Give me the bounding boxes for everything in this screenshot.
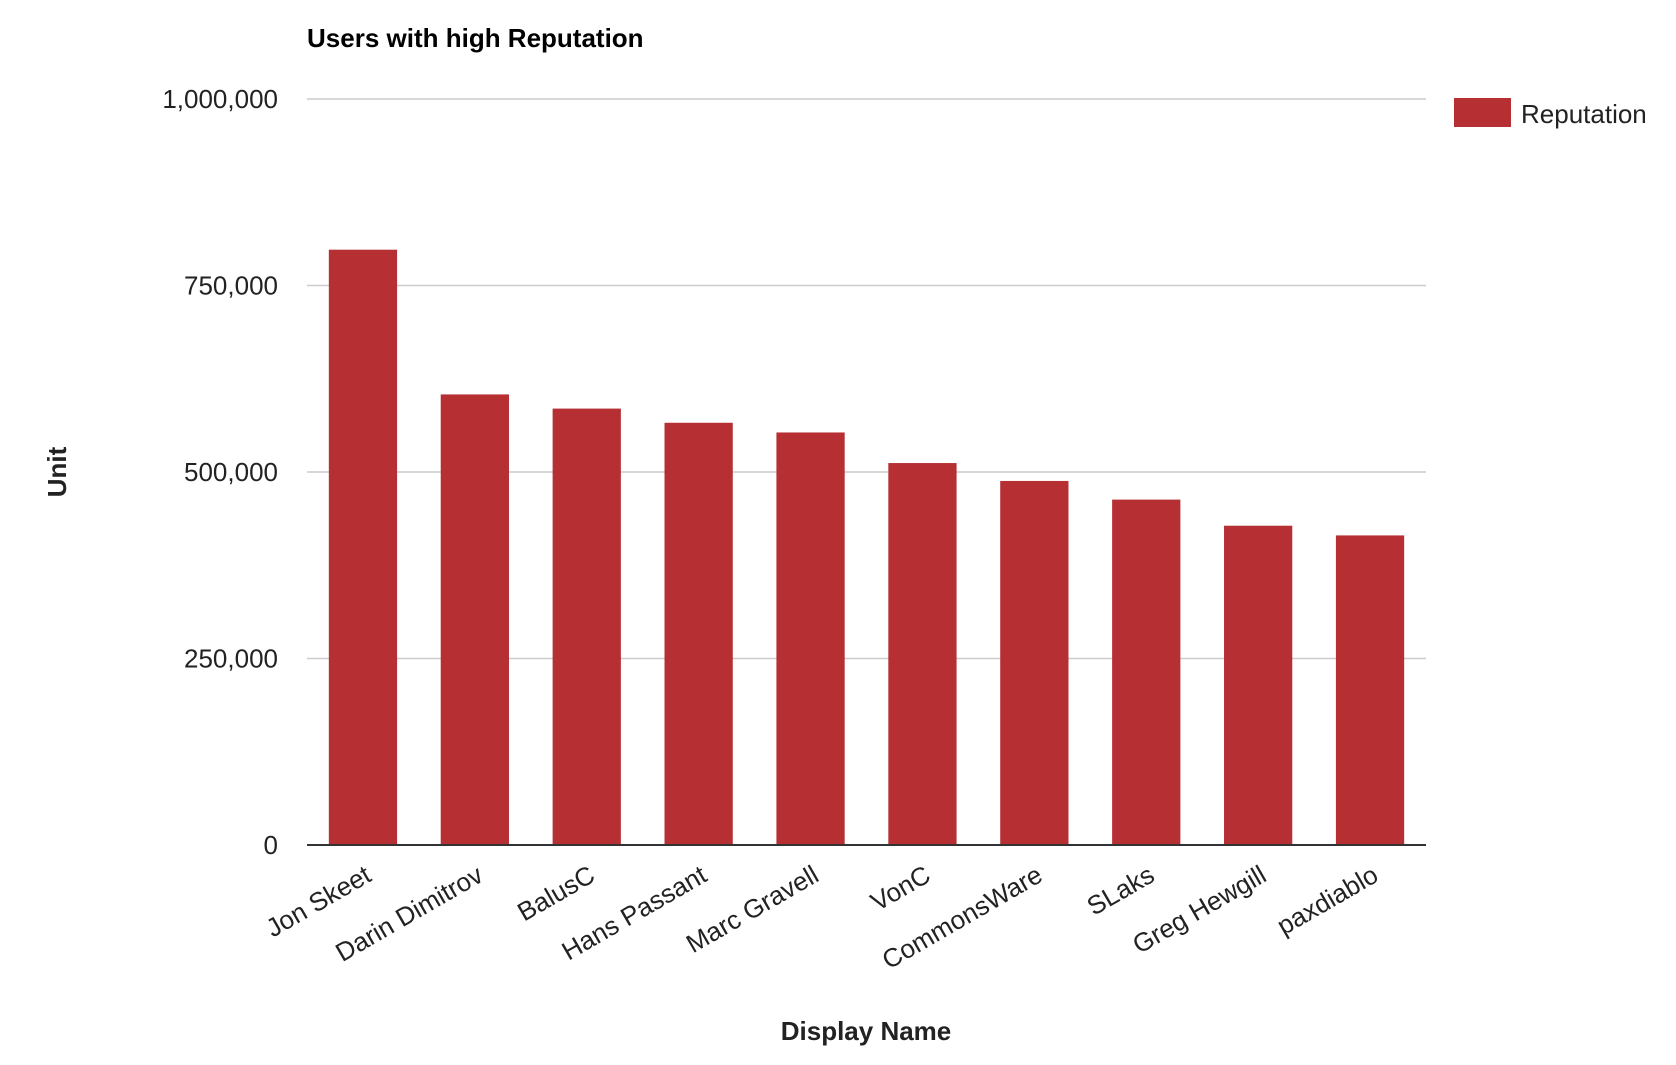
bar	[1000, 480, 1069, 845]
bar	[1224, 525, 1293, 845]
y-tick-label: 0	[264, 830, 278, 860]
bar	[776, 432, 845, 845]
y-tick-label: 750,000	[184, 271, 278, 301]
y-tick-label: 1,000,000	[162, 84, 278, 114]
chart-title: Users with high Reputation	[307, 23, 644, 53]
bar	[328, 249, 398, 845]
y-tick-label: 250,000	[184, 644, 278, 674]
bar	[664, 422, 733, 845]
y-axis-ticks: 0 250,000 500,000 750,000 1,000,000	[162, 84, 278, 860]
legend: Reputation	[1454, 98, 1647, 129]
x-tick-label: SLaks	[1082, 859, 1160, 921]
y-tick-label: 500,000	[184, 457, 278, 487]
legend-label: Reputation	[1521, 99, 1647, 129]
bar	[1335, 535, 1405, 845]
x-tick-label: paxdiablo	[1272, 859, 1383, 941]
y-axis-label: Unit	[42, 446, 72, 497]
x-axis-label: Display Name	[781, 1016, 952, 1046]
bars	[328, 249, 1405, 845]
x-tick-label: BalusC	[512, 859, 600, 927]
bar	[1112, 499, 1181, 845]
bar	[552, 408, 621, 845]
legend-swatch	[1454, 98, 1511, 127]
x-tick-label: VonC	[865, 859, 935, 917]
bar	[888, 463, 957, 845]
bar	[440, 394, 509, 845]
